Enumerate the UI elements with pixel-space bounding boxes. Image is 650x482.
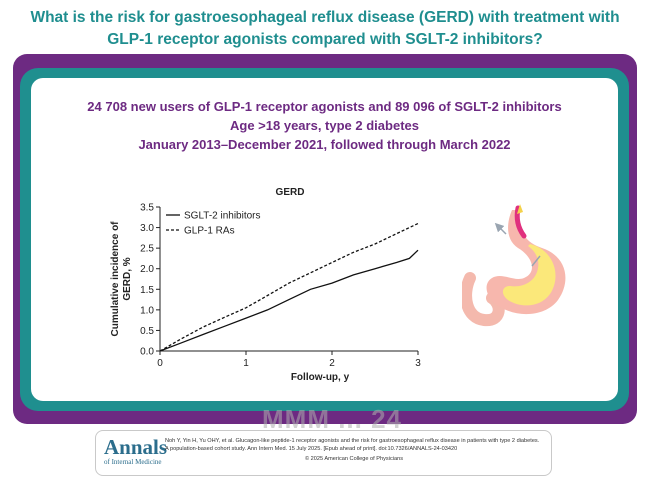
- logo-sub: of Internal Medicine: [104, 458, 162, 466]
- series-line-sglt2: [159, 249, 419, 352]
- summary-line-1: 24 708 new users of GLP-1 receptor agoni…: [87, 99, 562, 114]
- logo-main: Annals: [104, 435, 168, 459]
- chart-legend: SGLT-2 inhibitors GLP-1 RAs: [166, 211, 261, 237]
- stomach-illustration: [462, 204, 566, 327]
- question-line-2: GLP-1 receptor agonists compared with SG…: [107, 31, 543, 48]
- citation-line-1: Noh Y, Yin H, Yu OHY, et al. Glucagon-li…: [165, 438, 540, 452]
- y-tick-label: 1.5: [140, 285, 154, 296]
- series-line-glp1: [159, 222, 419, 352]
- chart-axes: [159, 207, 418, 352]
- y-tick-label: 2.0: [140, 264, 154, 275]
- chart-title: GERD: [276, 187, 305, 198]
- y-tick-label: 1.0: [140, 305, 154, 316]
- y-tick-label: 2.5: [140, 244, 154, 255]
- y-tick-label: 3.5: [140, 203, 154, 214]
- y-tick-label: 0.0: [140, 347, 154, 358]
- y-tick-label: 0.5: [140, 326, 154, 337]
- journal-logo: Annals of Internal Medicine: [104, 435, 168, 467]
- summary-line-2: Age >18 years, type 2 diabetes: [230, 118, 419, 133]
- citation-box: [95, 430, 552, 476]
- citation-line-2: © 2025 American College of Physicians: [304, 456, 404, 462]
- study-summary: 24 708 new users of GLP-1 receptor agoni…: [31, 97, 618, 154]
- legend-label: SGLT-2 inhibitors: [184, 211, 261, 222]
- legend-label: GLP-1 RAs: [184, 226, 235, 237]
- y-axis-label: Cumulative incidence ofGERD, %: [110, 221, 133, 337]
- summary-line-3: January 2013–December 2021, followed thr…: [138, 137, 511, 152]
- x-axis-label: Follow-up, y: [291, 372, 350, 383]
- x-tick-label: 3: [415, 358, 421, 369]
- watermark: MMM ... 24: [262, 404, 403, 434]
- y-tick-label: 3.0: [140, 223, 154, 234]
- citation-text: Noh Y, Yin H, Yu OHY, et al. Glucagon-li…: [165, 437, 543, 463]
- question-line-1: What is the risk for gastroesophageal re…: [30, 9, 620, 26]
- gerd-chart: GERD 0.0 0.5 1.0 1.5 2.0 2.5 3.0 3.5 0 1 2 3 SGLT-2…: [110, 187, 421, 383]
- chart-ticks: 0.0 0.5 1.0 1.5 2.0 2.5 3.0 3.5 0 1 2 3: [140, 203, 421, 370]
- x-tick-label: 0: [157, 358, 163, 369]
- x-tick-label: 2: [329, 358, 335, 369]
- x-tick-label: 1: [243, 358, 249, 369]
- chart-series: [159, 222, 419, 352]
- question-heading: What is the risk for gastroesophageal re…: [20, 7, 630, 51]
